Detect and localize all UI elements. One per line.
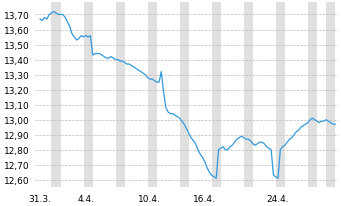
Bar: [212, 4, 221, 187]
Bar: [84, 4, 93, 187]
Bar: [326, 4, 335, 187]
Bar: [308, 4, 317, 187]
Bar: [51, 4, 61, 187]
Bar: [148, 4, 157, 187]
Bar: [276, 4, 285, 187]
Bar: [244, 4, 253, 187]
Bar: [116, 4, 125, 187]
Bar: [180, 4, 189, 187]
